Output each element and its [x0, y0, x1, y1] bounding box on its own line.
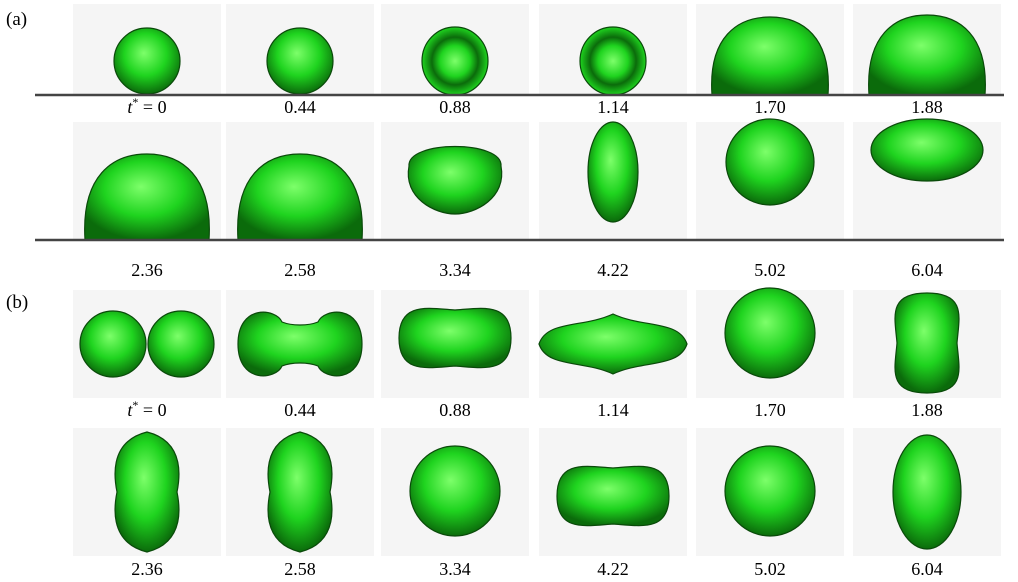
drop-shape [587, 121, 639, 223]
time-label: 1.14 [597, 97, 629, 117]
snapshot-frame: 6.04 [853, 428, 1001, 579]
time-label: 2.58 [284, 260, 316, 280]
figure-row: 2.36 2.58 3.34 4.22 5.02 6.04 [73, 428, 1001, 579]
drop-shape [147, 310, 215, 378]
time-label: 0.88 [439, 97, 471, 117]
figure-row: 2.36 2.58 3.34 4.22 5.02 6.04 [35, 118, 1004, 280]
snapshot-frame: t* = 0 [73, 4, 221, 117]
snapshot-frame: 6.04 [853, 118, 1001, 280]
drop-shape [894, 292, 960, 394]
snapshot-frame: 2.36 [73, 122, 221, 280]
drop-shape [267, 431, 333, 553]
time-label: 0.44 [284, 97, 316, 117]
drop-shape [724, 445, 816, 537]
time-superscript: * [132, 398, 138, 412]
time-symbol: t [127, 400, 133, 420]
time-label: 1.70 [754, 97, 786, 117]
time-label: 2.36 [131, 260, 163, 280]
time-value: = 0 [138, 400, 166, 420]
time-value: = 0 [138, 97, 166, 117]
drop-shape [892, 434, 962, 550]
drop-shape [421, 26, 489, 96]
drop-shape [711, 16, 829, 96]
time-label: 6.04 [911, 559, 943, 579]
snapshot-frame: 0.88 [381, 290, 529, 420]
snapshot-frame: 3.34 [381, 122, 529, 280]
drop-shape [113, 27, 181, 95]
drop-shape [579, 26, 647, 96]
snapshot-frame: t* = 0 [73, 290, 221, 420]
snapshot-frame: 2.58 [226, 428, 374, 579]
drop-shape [398, 307, 512, 369]
time-label: 0.88 [439, 400, 471, 420]
drop-shape [84, 153, 210, 241]
time-label: 4.22 [597, 260, 629, 280]
snapshot-frame: 1.88 [853, 290, 1001, 420]
drop-shape [870, 118, 984, 182]
drop-shape [538, 313, 688, 375]
drop-shape [237, 153, 363, 241]
time-label: t* = 0 [127, 95, 166, 117]
panel-label: (a) [6, 9, 27, 30]
drop-shape [407, 146, 503, 215]
time-label: 2.58 [284, 559, 316, 579]
time-label: 0.44 [284, 400, 316, 420]
snapshot-frame: 0.44 [226, 290, 374, 420]
snapshot-frame: 2.58 [226, 122, 374, 280]
time-label: 2.36 [131, 559, 163, 579]
time-label: 5.02 [754, 559, 786, 579]
snapshot-frame: 2.36 [73, 428, 221, 579]
snapshot-frame: 1.70 [696, 4, 844, 117]
time-label: 1.88 [911, 97, 943, 117]
drop-shape [556, 465, 670, 527]
time-superscript: * [132, 95, 138, 109]
time-label: 3.34 [439, 260, 471, 280]
snapshot-frame: 4.22 [539, 428, 687, 579]
drop-shape [114, 431, 180, 553]
drop-shape [724, 287, 816, 379]
snapshot-frame: 5.02 [696, 118, 844, 280]
time-label: t* = 0 [127, 398, 166, 420]
drop-shape [868, 14, 986, 96]
time-label: 1.70 [754, 400, 786, 420]
drop-shape [79, 310, 147, 378]
time-label: 1.14 [597, 400, 629, 420]
drop-shape [725, 118, 815, 206]
drop-shape [237, 311, 363, 377]
figure-row: t* = 0 0.44 0.88 1.14 1.70 1.88 [73, 287, 1001, 420]
snapshot-frame: 1.70 [696, 287, 844, 420]
time-label: 3.34 [439, 559, 471, 579]
figure-row: t* = 0 0.44 0.88 1.14 1.70 1.88 [35, 4, 1004, 117]
snapshot-frame: 5.02 [696, 428, 844, 579]
snapshot-frame: 0.44 [226, 4, 374, 117]
time-label: 1.88 [911, 400, 943, 420]
snapshot-frame: 1.14 [538, 290, 688, 420]
snapshot-frame: 4.22 [539, 121, 687, 280]
snapshot-frame: 1.14 [539, 4, 687, 117]
drop-shape [409, 445, 501, 537]
time-label: 6.04 [911, 260, 943, 280]
panel-label: (b) [6, 292, 28, 313]
time-label: 4.22 [597, 559, 629, 579]
time-label: 5.02 [754, 260, 786, 280]
time-symbol: t [127, 97, 133, 117]
snapshot-frame: 1.88 [853, 4, 1001, 117]
drop-shape [266, 27, 334, 95]
snapshot-frame: 0.88 [381, 4, 529, 117]
snapshot-frame: 3.34 [381, 428, 529, 579]
